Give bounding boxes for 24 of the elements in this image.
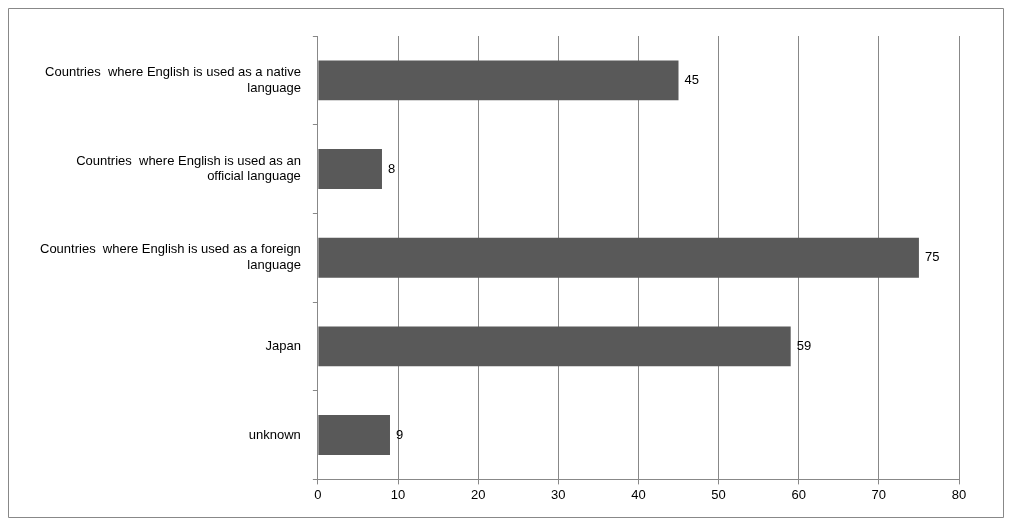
data-label: 9 [395, 426, 404, 442]
x-tick-label: 70 [871, 486, 887, 502]
bar [318, 149, 382, 189]
x-tick-label: 0 [314, 486, 322, 502]
data-label: 59 [796, 337, 812, 353]
data-label: 8 [387, 160, 396, 176]
bar [318, 60, 679, 101]
x-tick-label: 50 [711, 486, 726, 502]
data-label: 45 [684, 71, 699, 87]
data-label: 75 [924, 249, 940, 265]
x-tick-label: 40 [631, 486, 646, 502]
y-tick-label: Countries where English is used as a native language [45, 64, 301, 95]
bar [318, 237, 919, 278]
bar [318, 415, 390, 456]
x-tick-label: 20 [470, 486, 486, 502]
x-tick-label: 80 [951, 486, 967, 502]
x-tick-label: 10 [390, 486, 406, 502]
y-tick-label: Countries where English is used as an official language [76, 152, 301, 184]
x-tick-label: 60 [791, 486, 806, 502]
y-tick-label: unknown [248, 426, 301, 442]
y-tick-label: Countries where English is used as a foreign language [39, 241, 301, 273]
bar [318, 326, 791, 367]
y-tick-label: Japan [265, 337, 301, 353]
x-tick-label: 30 [551, 486, 566, 502]
